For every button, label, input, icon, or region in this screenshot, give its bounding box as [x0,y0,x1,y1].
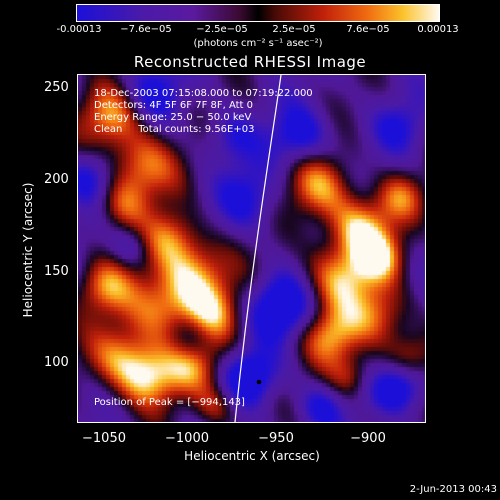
peak-position-marker [256,379,262,385]
clean-counts-text: Clean Total counts: 9.56E+03 [94,124,255,135]
colorbar-tick-label: −2.5e−05 [196,24,248,35]
x-axis-label: Heliocentric X (arcsec) [184,449,320,463]
x-tick-label: −900 [350,431,386,446]
rhessi-intensity-map [78,75,425,422]
colorbar-tick-label: 0.00013 [417,24,459,35]
y-tick-label: 100 [44,355,69,370]
x-tick-label: −950 [258,431,294,446]
colorbar-tick-label: −7.6e−05 [120,24,172,35]
peak-position-text: Position of Peak = [−994,143] [94,397,245,408]
colorbar-tick-label: 2.5e−05 [272,24,316,35]
y-tick-label: 200 [44,172,69,187]
date-stamp: 2-Jun-2013 00:43 [409,484,497,495]
colorbar [76,4,440,22]
detectors-text: Detectors: 4F 5F 6F 7F 8F, Att 0 [94,100,254,111]
colorbar-unit-label: (photons cm⁻² s⁻¹ asec⁻²) [193,38,323,49]
y-axis-label: Heliocentric Y (arcsec) [21,182,35,318]
colorbar-tick-label: -0.00013 [56,24,102,35]
time-range-text: 18-Dec-2003 07:15:08.000 to 07:19:22.000 [94,88,313,99]
plot-title: Reconstructed RHESSI Image [133,53,367,71]
y-tick-label: 250 [44,80,69,95]
rhessi-image-plot [77,74,426,423]
x-tick-label: −1000 [165,431,209,446]
energy-range-text: Energy Range: 25.0 − 50.0 keV [94,112,252,123]
plot-overlay [234,75,282,422]
x-tick-label: −1050 [82,431,126,446]
colorbar-tick-label: 7.6e−05 [346,24,390,35]
solar-limb-line [234,75,282,422]
y-tick-label: 150 [44,264,69,279]
